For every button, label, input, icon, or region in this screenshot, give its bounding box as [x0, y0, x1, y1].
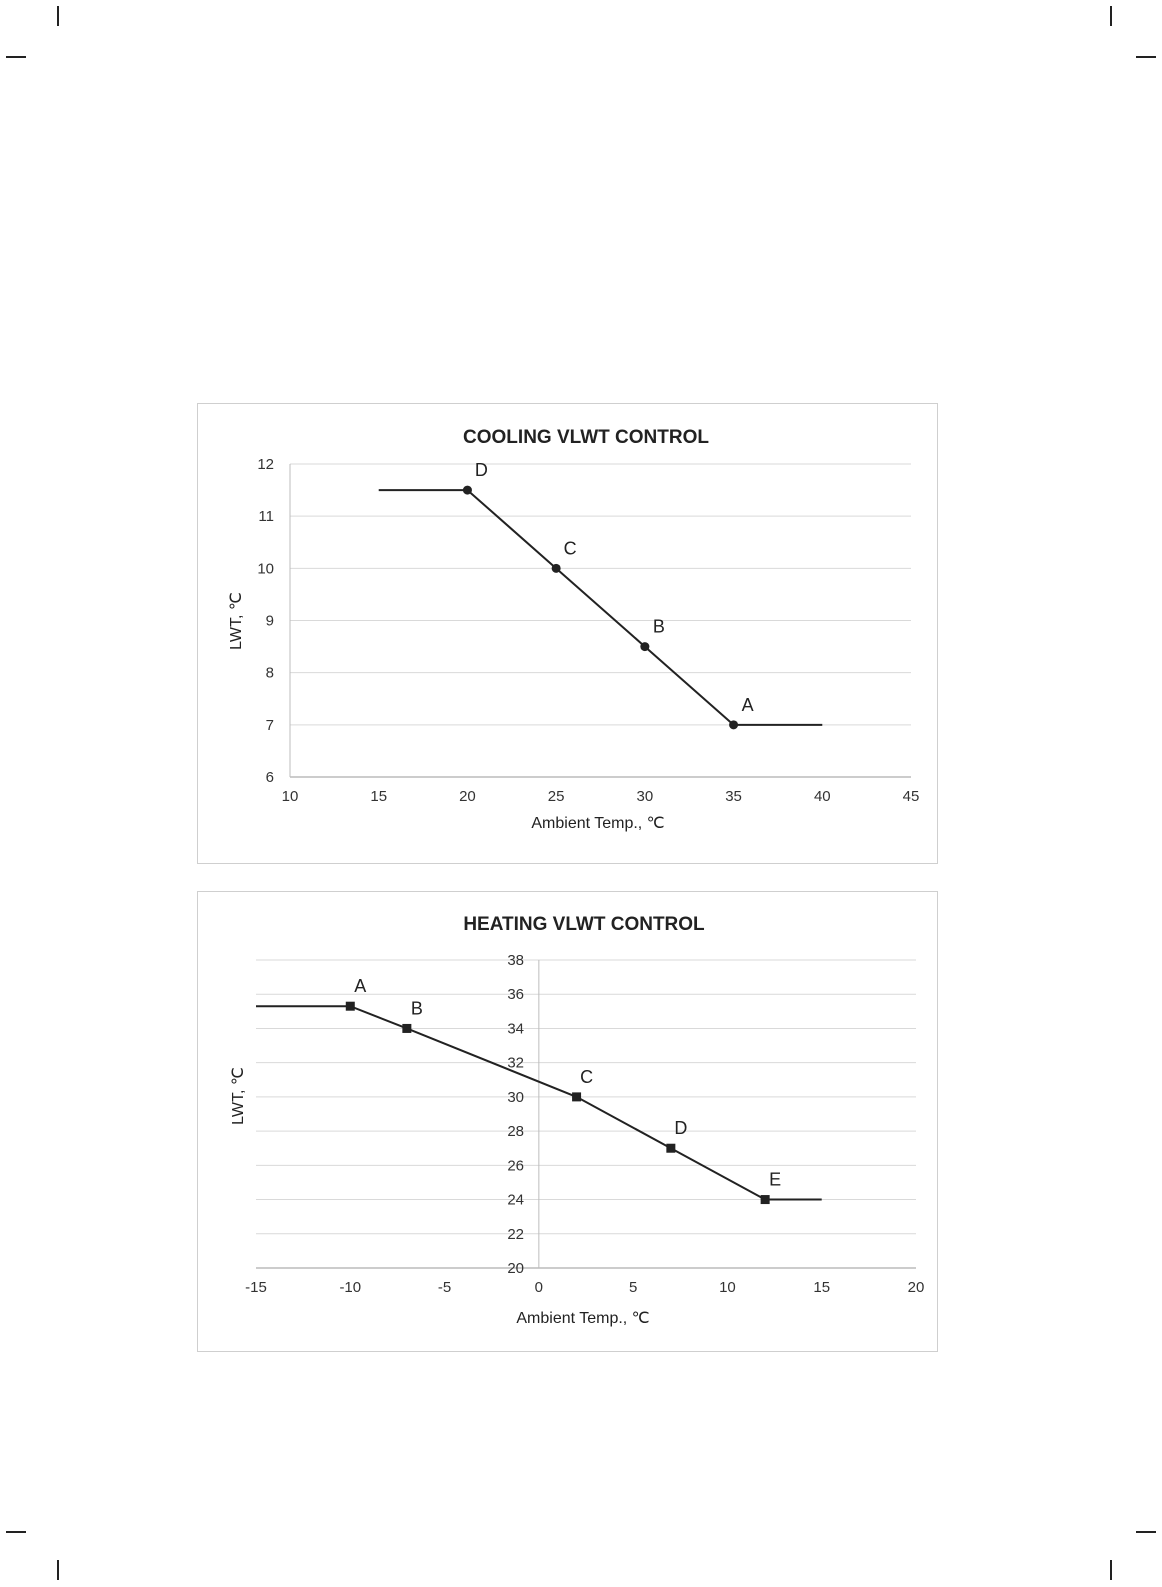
series-line — [378, 489, 823, 726]
crop-mark — [1110, 1560, 1112, 1580]
x-tick-label: 5 — [629, 1279, 637, 1296]
chart-title: HEATING VLWT CONTROL — [463, 914, 705, 935]
data-point-marker — [572, 1092, 582, 1102]
data-point-label: C — [564, 538, 577, 558]
y-tick-label: 34 — [507, 1020, 524, 1037]
crop-mark — [1110, 6, 1112, 26]
y-tick-label: 11 — [258, 508, 274, 525]
crop-mark — [57, 6, 59, 26]
cooling-chart: COOLING VLWT CONTROL Ambient Temp., ℃ LW… — [228, 427, 920, 832]
y-tick-label: 38 — [507, 952, 524, 969]
y-tick-label: 8 — [266, 665, 274, 682]
data-point-marker — [666, 1143, 676, 1153]
y-tick-label: 9 — [266, 613, 274, 630]
cooling-chart-panel: COOLING VLWT CONTROL Ambient Temp., ℃ LW… — [197, 403, 938, 864]
crop-mark — [1136, 56, 1156, 58]
y-tick-label: 7 — [266, 717, 274, 734]
y-tick-label: 28 — [507, 1123, 524, 1140]
x-tick-label: -10 — [339, 1279, 361, 1296]
crop-mark — [57, 1560, 59, 1580]
x-axis-label: Ambient Temp., ℃ — [531, 815, 664, 832]
y-tick-label: 36 — [507, 986, 524, 1003]
data-point-label: E — [769, 1170, 781, 1190]
x-tick-label: 40 — [814, 788, 831, 805]
heating-chart-panel: HEATING VLWT CONTROL Ambient Temp., ℃ LW… — [197, 891, 938, 1352]
x-tick-label: 15 — [813, 1279, 830, 1296]
y-tick-label: 26 — [507, 1157, 524, 1174]
x-tick-label: -5 — [438, 1279, 451, 1296]
x-tick-label: 10 — [282, 788, 299, 805]
y-tick-label: 10 — [257, 560, 274, 577]
y-tick-label: 6 — [266, 769, 274, 786]
chart-title: COOLING VLWT CONTROL — [463, 427, 709, 448]
y-tick-label: 20 — [507, 1260, 524, 1277]
data-point-label: D — [674, 1118, 687, 1138]
x-tick-label: 45 — [903, 788, 920, 805]
x-tick-label: 20 — [908, 1279, 925, 1296]
data-point-marker — [402, 1023, 412, 1033]
x-tick-label: 30 — [637, 788, 654, 805]
data-point-marker — [345, 1001, 355, 1011]
data-point-marker — [729, 720, 739, 730]
x-tick-label: 35 — [725, 788, 742, 805]
data-point-marker — [640, 642, 650, 652]
x-tick-label: -15 — [245, 1279, 267, 1296]
x-tick-label: 10 — [719, 1279, 736, 1296]
data-point-marker — [462, 485, 472, 495]
data-point-label: A — [742, 695, 754, 715]
y-tick-label: 22 — [507, 1226, 524, 1243]
data-point-marker — [760, 1195, 770, 1205]
data-point-label: D — [475, 460, 488, 480]
data-point-label: B — [653, 617, 665, 637]
x-tick-label: 0 — [535, 1279, 543, 1296]
x-tick-label: 25 — [548, 788, 565, 805]
x-axis-label: Ambient Temp., ℃ — [516, 1310, 649, 1327]
y-tick-label: 30 — [507, 1089, 524, 1106]
data-point-marker — [551, 563, 561, 573]
crop-mark — [1136, 1531, 1156, 1533]
data-point-label: A — [354, 976, 366, 996]
y-tick-label: 32 — [507, 1055, 524, 1072]
x-tick-label: 15 — [370, 788, 387, 805]
y-tick-label: 24 — [507, 1192, 524, 1209]
crop-mark — [6, 56, 26, 58]
heating-chart: HEATING VLWT CONTROL Ambient Temp., ℃ LW… — [230, 914, 925, 1327]
y-axis-label: LWT, ℃ — [230, 1067, 247, 1125]
crop-mark — [6, 1531, 26, 1533]
x-tick-label: 20 — [459, 788, 476, 805]
y-axis-label: LWT, ℃ — [228, 592, 245, 650]
data-point-label: C — [580, 1067, 593, 1087]
y-tick-label: 12 — [257, 456, 274, 473]
data-point-label: B — [411, 998, 423, 1018]
